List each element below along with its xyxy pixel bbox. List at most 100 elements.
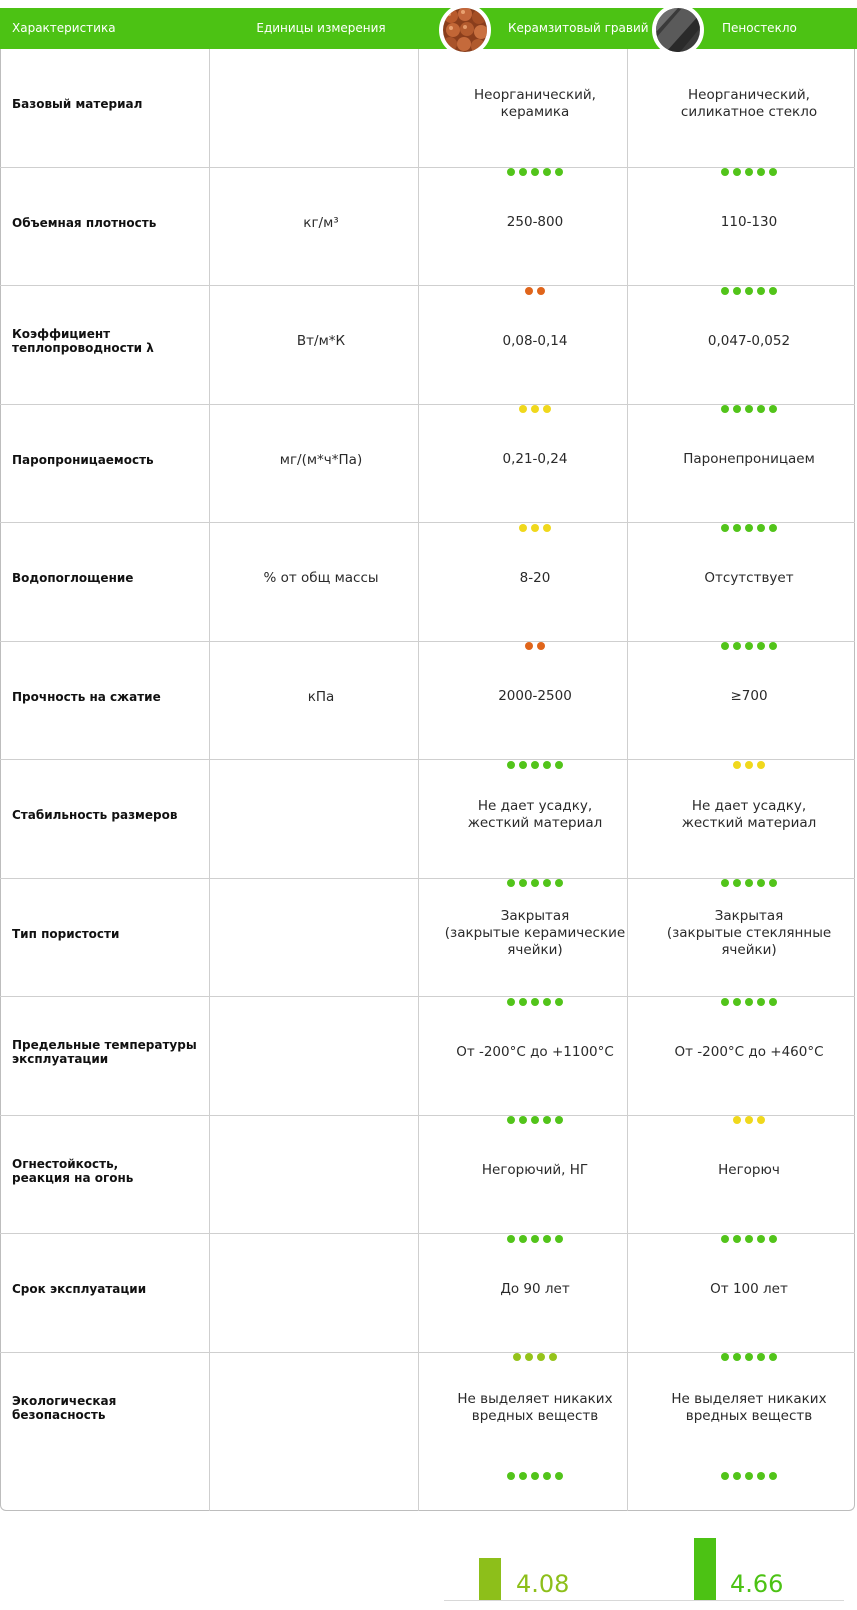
rating-dot xyxy=(543,523,551,532)
rating-dot xyxy=(733,760,741,769)
table-row: Тип пористости Закрытая (закрытые керамич… xyxy=(0,879,856,1006)
rating-dot xyxy=(733,523,741,532)
rating-dot xyxy=(519,879,527,887)
rating-dot xyxy=(745,879,753,887)
rating-dot xyxy=(733,997,741,1006)
keramzit-score-bar xyxy=(479,1558,501,1600)
rating-dot xyxy=(745,1353,753,1361)
row-keramzit-value: Не выделяет никаких вредных веществ xyxy=(428,1353,642,1463)
row-keramzit-value-text: 250-800 xyxy=(506,214,564,230)
comparison-table xyxy=(0,49,855,1511)
rating-dot xyxy=(757,1234,765,1243)
row-characteristic: Огнестойкость, реакция на огонь xyxy=(12,1116,202,1226)
row-pinosklo-value-text: Негорюч xyxy=(718,1162,780,1178)
rating-dot xyxy=(537,1353,545,1361)
rating-dot xyxy=(519,1471,527,1480)
rating-dot xyxy=(555,879,563,887)
rating-dot xyxy=(769,168,777,176)
keramzit-rating xyxy=(428,286,642,299)
rating-dot xyxy=(769,286,777,295)
rating-dot xyxy=(537,286,545,295)
rating-dot xyxy=(507,1471,515,1480)
row-keramzit-value: 0,21-0,24 xyxy=(428,405,642,515)
row-characteristic: Прочность на сжатие xyxy=(12,642,202,752)
row-unit xyxy=(214,1234,428,1344)
rating-dot xyxy=(721,1471,729,1480)
row-keramzit-value: Неорганический, керамика xyxy=(428,49,642,159)
rating-dot xyxy=(721,1353,729,1361)
row-pinosklo-value: Неорганический, силикатное стекло xyxy=(642,49,856,159)
row-pinosklo-value: От -200°С до +460°С xyxy=(642,997,856,1107)
rating-dot xyxy=(757,168,765,176)
row-characteristic-text: Базовый материал xyxy=(12,97,143,111)
row-characteristic-text: Объемная плотность xyxy=(12,215,157,230)
rating-dot xyxy=(721,168,729,176)
rating-dot xyxy=(507,168,515,176)
rating-dot xyxy=(519,1234,527,1243)
rating-dot xyxy=(519,523,527,532)
rating-dot xyxy=(721,642,729,650)
keramzit-rating xyxy=(428,1353,642,1365)
rating-dot xyxy=(733,168,741,176)
pinosklo-rating xyxy=(642,405,856,417)
pinosklo-rating xyxy=(642,523,856,536)
row-keramzit-value-text: Не дает усадку, жесткий материал xyxy=(467,798,603,831)
rating-dot xyxy=(531,168,539,176)
rating-dot xyxy=(769,997,777,1006)
rating-dot xyxy=(543,1234,551,1243)
pinosklo-rating xyxy=(642,286,856,299)
row-characteristic: Объемная плотность xyxy=(12,168,202,278)
keramzit-thumbnail xyxy=(439,4,491,56)
rating-dot xyxy=(519,405,527,413)
row-pinosklo-value: Закрытая (закрытые стеклянные ячейки) xyxy=(642,879,856,989)
pinosklo-score-label: 4.66 xyxy=(730,1570,784,1598)
row-keramzit-value-text: До 90 лет xyxy=(500,1280,570,1297)
row-keramzit-value: До 90 лет xyxy=(428,1234,642,1344)
rating-dot xyxy=(769,1471,777,1480)
table-row: Огнестойкость, реакция на огонь Негорючий… xyxy=(0,1116,855,1243)
rating-dot xyxy=(507,997,515,1006)
pinosklo-rating xyxy=(642,1116,856,1128)
row-keramzit-value-text: Неорганический, керамика xyxy=(474,87,596,120)
pinosklo-rating xyxy=(642,879,856,891)
rating-dot xyxy=(507,1116,515,1124)
rating-dot xyxy=(757,1353,765,1361)
row-keramzit-value: 2000-2500 xyxy=(428,642,642,752)
row-characteristic-text: Коэффициент теплопроводности λ xyxy=(12,327,154,355)
rating-dot xyxy=(555,1234,563,1243)
row-keramzit-value: Не дает усадку, жесткий материал xyxy=(428,760,642,870)
header-characteristic: Характеристика xyxy=(12,21,116,35)
rating-dot xyxy=(745,997,753,1006)
rating-dot xyxy=(531,1234,539,1243)
rating-dot xyxy=(733,286,741,295)
row-pinosklo-value-text: Отсутствует xyxy=(704,569,794,586)
rating-dot xyxy=(721,405,729,413)
rating-dot xyxy=(733,1353,741,1361)
rating-dot xyxy=(745,1116,753,1124)
rating-dot xyxy=(543,879,551,887)
rating-dot xyxy=(531,1116,539,1124)
row-characteristic: Предельные температуры эксплуатации xyxy=(12,997,202,1107)
pinosklo-thumbnail xyxy=(652,4,704,56)
rating-dot xyxy=(543,168,551,176)
rating-dot xyxy=(745,286,753,295)
row-keramzit-value: 0,08-0,14 xyxy=(428,286,642,396)
table-row: Прочность на сжатие кПа 2000-2500 ≥700 xyxy=(0,642,855,769)
rating-dot xyxy=(757,286,765,295)
rating-dot xyxy=(555,997,563,1006)
rating-dot xyxy=(507,1234,515,1243)
row-characteristic-text: Огнестойкость, реакция на огонь xyxy=(12,1156,134,1185)
rating-dot xyxy=(733,405,741,413)
row-pinosklo-value: От 100 лет xyxy=(642,1234,856,1344)
rating-dot xyxy=(519,760,527,769)
rating-dot xyxy=(555,760,563,769)
rating-dot xyxy=(745,405,753,413)
rating-dot xyxy=(531,879,539,887)
row-pinosklo-value: Отсутствует xyxy=(642,523,856,633)
row-unit-text: кПа xyxy=(307,688,335,705)
row-pinosklo-value-text: Закрытая (закрытые стеклянные ячейки) xyxy=(666,908,832,958)
row-unit: Вт/м*К xyxy=(214,286,428,396)
row-pinosklo-value: Не выделяет никаких вредных веществ xyxy=(642,1353,856,1463)
column-divider xyxy=(209,49,210,1511)
rating-dot xyxy=(543,1116,551,1124)
